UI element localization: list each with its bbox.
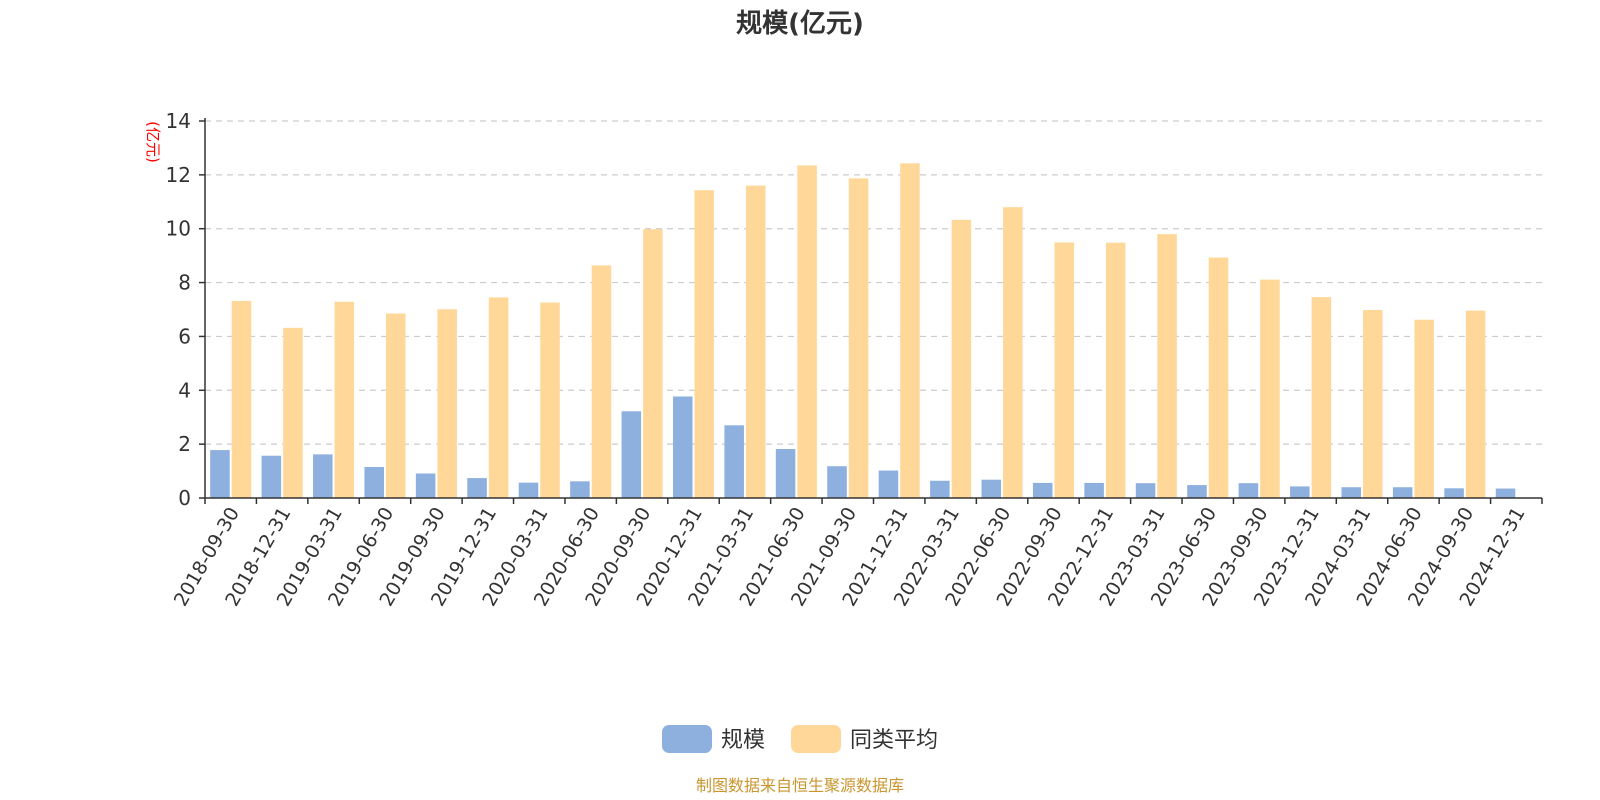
bar-scale [415, 473, 436, 498]
bar-scale [313, 454, 333, 498]
bar-peer-average [283, 327, 303, 498]
y-tick-label: 12 [166, 163, 191, 187]
bar-scale [1444, 488, 1464, 498]
bar-peer-average [951, 219, 972, 498]
bar-scale [1392, 487, 1413, 498]
source-note: 制图数据来自恒生聚源数据库 [696, 776, 904, 795]
bar-peer-average [745, 185, 766, 498]
bar-peer-average [231, 300, 252, 498]
bar-peer-average [1003, 207, 1023, 498]
bar-scale [930, 480, 950, 498]
bar-peer-average [334, 301, 355, 498]
y-axis-unit-label: (亿元) [144, 121, 162, 163]
y-tick-label: 0 [178, 486, 191, 510]
y-tick-label: 8 [178, 271, 191, 295]
legend-swatch-scale [662, 725, 712, 753]
bar-scale [1341, 487, 1362, 498]
bar-peer-average [1157, 234, 1177, 498]
bar-peer-average [1311, 297, 1332, 498]
y-tick-label: 2 [178, 432, 191, 456]
bars-group [210, 163, 1516, 499]
bar-peer-average [643, 229, 663, 498]
chart-title: 规模(亿元) [736, 9, 864, 39]
bar-peer-average [848, 178, 869, 499]
bar-peer-average [1105, 242, 1126, 498]
bar-scale [981, 479, 1002, 498]
bar-peer-average [694, 190, 715, 498]
bar-peer-average [437, 309, 457, 498]
bar-peer-average [591, 265, 612, 498]
y-tick-label: 14 [166, 109, 191, 133]
bar-scale [570, 481, 590, 498]
bar-peer-average [1054, 242, 1075, 498]
bar-scale [1238, 483, 1259, 498]
bar-scale [724, 425, 744, 498]
gridlines [205, 120, 1542, 445]
bar-scale [467, 478, 487, 498]
bar-scale [518, 482, 539, 498]
bar-scale [1135, 483, 1156, 498]
bar-scale [210, 450, 230, 498]
bar-scale [775, 448, 796, 498]
bar-scale [1187, 485, 1207, 498]
y-tick-label: 10 [166, 217, 191, 241]
bar-scale [1495, 488, 1516, 498]
bar-peer-average [900, 163, 920, 498]
bar-scale [261, 455, 282, 498]
bar-peer-average [1465, 310, 1486, 498]
bar-peer-average [540, 302, 560, 498]
bar-scale [1290, 486, 1310, 498]
bar-scale [878, 470, 899, 498]
bar-scale [672, 396, 693, 498]
bar-scale [1084, 482, 1104, 498]
bar-scale [364, 467, 384, 498]
legend-swatch-peer-average [791, 725, 841, 753]
bar-peer-average [385, 313, 406, 498]
bar-peer-average [1414, 319, 1434, 498]
bar-peer-average [488, 297, 509, 498]
bar-peer-average [1208, 257, 1229, 498]
legend-label-peer-average: 同类平均 [850, 728, 938, 753]
y-tick-label: 6 [178, 324, 191, 348]
bar-scale [827, 466, 847, 498]
bar-scale [1032, 482, 1053, 498]
bar-peer-average [1363, 310, 1383, 498]
legend-label-scale: 规模 [721, 728, 765, 753]
bar-scale [621, 411, 642, 498]
y-tick-label: 4 [178, 378, 191, 402]
legend: 规模 同类平均 [662, 725, 938, 753]
bar-peer-average [1260, 279, 1280, 498]
bar-peer-average [797, 165, 817, 499]
